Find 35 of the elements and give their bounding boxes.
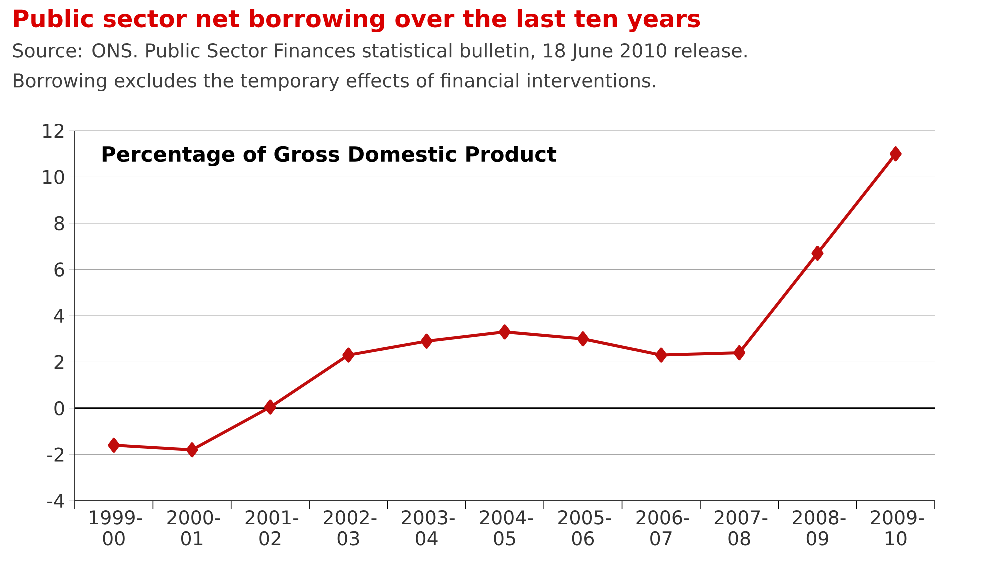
point	[734, 345, 746, 360]
text: Borrowing excludes the temporary effects of financial interventions.	[14, 73, 656, 92]
y-tick-label: 2	[54, 355, 64, 370]
x-tick-label: 2005-06	[558, 510, 612, 546]
x-tick-label: 1999-00	[90, 510, 142, 546]
point	[890, 146, 902, 162]
point	[655, 348, 668, 363]
point	[420, 334, 433, 349]
x-tick-label: 2000-01	[168, 510, 220, 546]
point	[812, 246, 824, 262]
y-tick-label: -2	[48, 448, 64, 462]
x-tick-label: 2006-07	[636, 510, 690, 546]
y-tick-label: 8	[54, 216, 64, 231]
y-tick-label: 12	[43, 124, 64, 138]
point	[499, 324, 512, 340]
point	[108, 438, 120, 453]
point	[186, 442, 198, 458]
x-tick-label: 2001-02	[246, 510, 299, 546]
x-tick-label: 2008-09	[793, 510, 846, 546]
chart-title: Public sector net borrowing over the last ten years	[14, 9, 700, 33]
x-tick-label: 2009-10	[871, 510, 924, 546]
chart-subtitle: Source: ONS. Public Sector Finances statistical bulletin, 18 June 2010 release.	[13, 43, 747, 62]
y-tick-label: -4	[48, 494, 64, 508]
y-tick-label: 6	[54, 262, 64, 277]
y-tick-label: 4	[54, 309, 64, 323]
y-axis-title: Percentage of Gross Domestic Product	[102, 146, 557, 166]
x-tick-label: 2003-04	[402, 510, 455, 546]
x-tick-label: 2004-05	[480, 510, 534, 546]
x-tick-label: 2002-03	[324, 510, 377, 546]
x-tick-label: 2007-08	[714, 510, 768, 546]
y-tick-label: 10	[43, 170, 64, 184]
point	[342, 348, 355, 363]
point	[264, 400, 276, 415]
point	[577, 332, 590, 347]
y-tick-label: 0	[54, 401, 64, 416]
